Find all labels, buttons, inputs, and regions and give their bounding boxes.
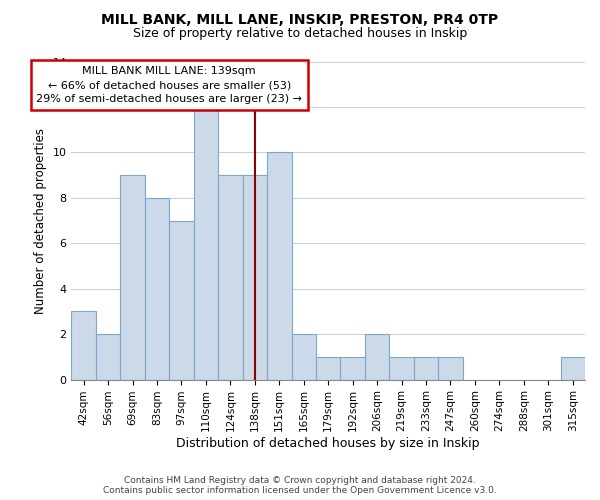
Bar bbox=[365, 334, 389, 380]
Bar bbox=[267, 152, 292, 380]
Text: Contains HM Land Registry data © Crown copyright and database right 2024.
Contai: Contains HM Land Registry data © Crown c… bbox=[103, 476, 497, 495]
Bar bbox=[340, 357, 365, 380]
Bar bbox=[96, 334, 121, 380]
Y-axis label: Number of detached properties: Number of detached properties bbox=[34, 128, 47, 314]
Text: MILL BANK MILL LANE: 139sqm
← 66% of detached houses are smaller (53)
29% of sem: MILL BANK MILL LANE: 139sqm ← 66% of det… bbox=[36, 66, 302, 104]
Bar bbox=[194, 107, 218, 380]
Bar bbox=[242, 175, 267, 380]
Bar bbox=[71, 312, 96, 380]
Bar bbox=[438, 357, 463, 380]
Bar bbox=[169, 220, 194, 380]
Bar bbox=[145, 198, 169, 380]
Bar bbox=[218, 175, 242, 380]
Bar bbox=[414, 357, 438, 380]
Bar bbox=[121, 175, 145, 380]
X-axis label: Distribution of detached houses by size in Inskip: Distribution of detached houses by size … bbox=[176, 437, 480, 450]
Bar bbox=[292, 334, 316, 380]
Bar bbox=[560, 357, 585, 380]
Bar bbox=[316, 357, 340, 380]
Text: Size of property relative to detached houses in Inskip: Size of property relative to detached ho… bbox=[133, 28, 467, 40]
Bar bbox=[389, 357, 414, 380]
Text: MILL BANK, MILL LANE, INSKIP, PRESTON, PR4 0TP: MILL BANK, MILL LANE, INSKIP, PRESTON, P… bbox=[101, 12, 499, 26]
